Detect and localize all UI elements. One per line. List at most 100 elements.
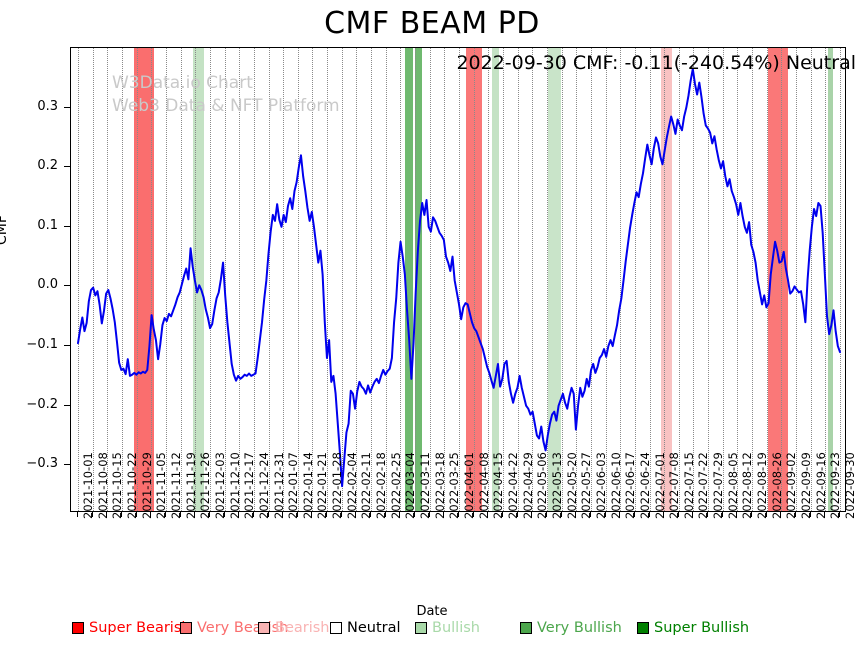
x-axis-tick <box>179 512 181 517</box>
x-axis-tick <box>384 512 386 517</box>
x-axis-tick-label: 2022-09-02 <box>784 452 799 519</box>
x-axis-tick-label: 2021-12-24 <box>256 452 271 519</box>
gridline <box>327 48 329 511</box>
gridline <box>576 48 578 511</box>
legend-label: Bearish <box>275 620 330 636</box>
gridline <box>752 48 754 511</box>
gridline <box>297 48 299 511</box>
gridline <box>92 48 94 511</box>
x-axis-tick-label: 2022-07-22 <box>696 452 711 519</box>
x-axis-tick-label: 2022-06-03 <box>593 452 608 519</box>
x-axis-tick-label: 2022-06-17 <box>623 452 638 519</box>
y-axis-tick <box>64 464 70 466</box>
x-axis-label: Date <box>416 604 448 619</box>
y-axis-tick <box>64 225 70 227</box>
x-axis-tick <box>340 512 342 517</box>
gridline <box>253 48 255 511</box>
x-axis-tick-label: 2021-10-29 <box>139 452 154 519</box>
sentiment-band <box>548 48 562 511</box>
y-axis-tick <box>64 285 70 287</box>
x-axis-tick-label: 2022-04-08 <box>476 452 491 519</box>
x-axis-tick <box>252 512 254 517</box>
gridline <box>708 48 710 511</box>
gridline <box>502 48 504 511</box>
y-axis-tick-label: −0.2 <box>26 396 58 412</box>
x-axis-tick <box>355 512 357 517</box>
gridline <box>561 48 563 511</box>
x-axis-tick-label: 2022-09-30 <box>843 452 857 519</box>
gridline <box>283 48 285 511</box>
x-axis-tick <box>91 512 93 517</box>
legend-item[interactable]: Super Bearish <box>72 620 191 636</box>
legend-item[interactable]: Neutral <box>330 620 401 636</box>
y-axis-tick <box>64 345 70 347</box>
gridline <box>341 48 343 511</box>
y-axis-tick-label: −0.1 <box>26 337 58 353</box>
x-axis-tick-label: 2021-12-03 <box>212 452 227 519</box>
x-axis-tick <box>501 512 503 517</box>
gridline <box>840 48 841 511</box>
gridline <box>620 48 622 511</box>
y-axis-tick-label: −0.3 <box>26 456 58 472</box>
x-axis-tick-label: 2022-07-01 <box>652 452 667 519</box>
gridline <box>136 48 138 511</box>
gridline <box>678 48 680 511</box>
x-axis-tick <box>531 512 533 517</box>
x-axis-tick-label: 2022-09-09 <box>799 452 814 519</box>
legend-item[interactable]: Bearish <box>258 620 330 636</box>
legend-swatch-icon <box>520 622 532 634</box>
x-axis-tick <box>120 512 122 517</box>
gridline <box>180 48 182 511</box>
x-axis-tick <box>326 512 328 517</box>
gridline <box>488 48 490 511</box>
legend-item[interactable]: Bullish <box>415 620 480 636</box>
y-axis-tick-label: 0.1 <box>37 217 58 233</box>
gridline <box>209 48 211 511</box>
y-axis-tick <box>64 166 70 168</box>
x-axis-tick-label: 2022-09-16 <box>813 452 828 519</box>
x-axis-tick <box>135 512 137 517</box>
gridline <box>371 48 373 511</box>
sentiment-band <box>133 48 155 511</box>
x-axis-tick <box>560 512 562 517</box>
x-axis-tick <box>648 512 650 517</box>
legend-label: Super Bearish <box>89 620 191 636</box>
gridline <box>444 48 446 511</box>
y-axis-tick-label: 0.0 <box>37 277 58 293</box>
gridline <box>78 48 79 511</box>
x-axis-tick-label: 2021-12-31 <box>271 452 286 519</box>
x-axis-tick <box>282 512 284 517</box>
x-axis-tick-label: 2022-05-20 <box>564 452 579 519</box>
gridline <box>400 48 402 511</box>
x-axis-tick <box>765 512 767 517</box>
x-axis-tick <box>839 512 840 517</box>
sentiment-band <box>660 48 673 511</box>
y-axis-tick-label: 0.3 <box>37 98 58 114</box>
legend-swatch-icon <box>637 622 649 634</box>
legend-item[interactable]: Super Bullish <box>637 620 749 636</box>
y-axis-tick-label: 0.2 <box>37 158 58 174</box>
x-axis-tick <box>399 512 401 517</box>
gridline <box>239 48 241 511</box>
sentiment-band <box>414 48 422 511</box>
x-axis-tick <box>77 512 78 517</box>
x-axis-tick-label: 2022-02-11 <box>359 452 374 519</box>
legend-item[interactable]: Very Bullish <box>520 620 622 636</box>
gridline <box>429 48 431 511</box>
x-axis-tick <box>663 512 665 517</box>
sentiment-band <box>827 48 834 511</box>
gridline <box>796 48 798 511</box>
gridline <box>473 48 475 511</box>
x-axis-tick-label: 2022-03-11 <box>418 452 433 519</box>
gridline <box>590 48 592 511</box>
x-axis-tick-label: 2022-08-26 <box>769 452 784 519</box>
legend-label: Bullish <box>432 620 480 636</box>
x-axis-tick-label: 2021-10-15 <box>110 452 125 519</box>
x-axis-tick-label: 2021-11-19 <box>183 452 198 519</box>
gridline <box>312 48 314 511</box>
x-axis-tick <box>721 512 723 517</box>
x-axis-tick <box>296 512 298 517</box>
x-axis-tick-label: 2022-03-04 <box>403 452 418 519</box>
x-axis-tick <box>633 512 635 517</box>
x-axis-tick-label: 2022-01-21 <box>315 452 330 519</box>
